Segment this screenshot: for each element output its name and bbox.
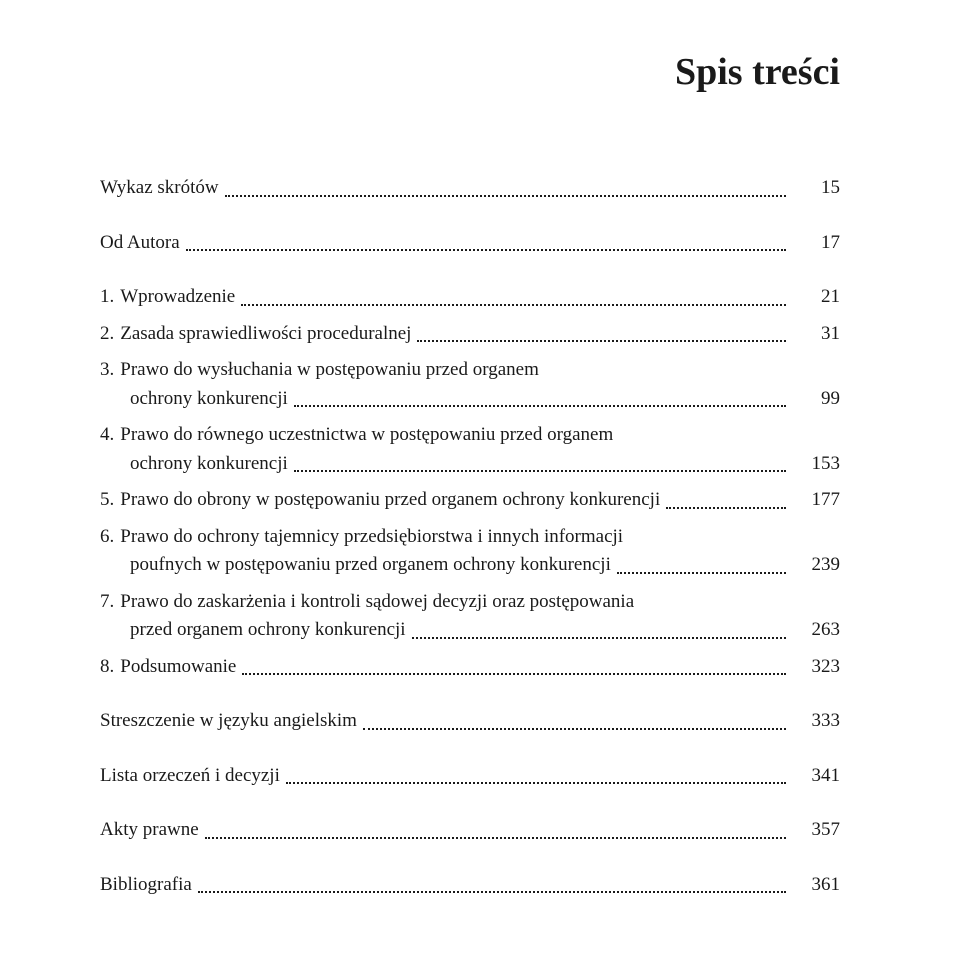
page-title: Spis treści — [100, 50, 840, 94]
toc-leader-dots — [617, 571, 786, 574]
toc-leader-dots — [225, 194, 786, 197]
toc-entry-number: 4. — [100, 421, 120, 450]
toc-entry-page: 263 — [792, 616, 840, 645]
toc-entry-label: poufnych w postępowaniu przed organem oc… — [130, 551, 611, 580]
toc-entry-label: Prawo do wysłuchania w postępowaniu prze… — [120, 356, 539, 385]
toc-entry-number: 3. — [100, 356, 120, 385]
toc-entry: Bibliografia 361 — [100, 871, 840, 900]
toc-leader-dots — [198, 890, 786, 893]
toc-entry-number: 8. — [100, 653, 120, 682]
toc-entry-page: 21 — [792, 283, 840, 312]
toc-entry-label: ochrony konkurencji — [130, 450, 288, 479]
toc-leader-dots — [186, 248, 786, 251]
toc-entry-label: Zasada sprawiedliwości proceduralnej — [120, 320, 411, 349]
toc-entry-page: 357 — [792, 816, 840, 845]
toc-entry-label: Streszczenie w języku angielskim — [100, 707, 357, 736]
toc-leader-dots — [294, 469, 786, 472]
toc-entry-page: 361 — [792, 871, 840, 900]
toc-entry-number: 6. — [100, 523, 120, 552]
toc-entry-number: 2. — [100, 320, 120, 349]
toc-entry: 1.Wprowadzenie 21 — [100, 283, 840, 312]
toc-entry-label: Prawo do ochrony tajemnicy przedsiębiors… — [120, 523, 623, 552]
toc-entry-number: 1. — [100, 283, 120, 312]
toc-entry: 4.Prawo do równego uczestnictwa w postęp… — [100, 421, 840, 478]
toc-entry-label: Lista orzeczeń i decyzji — [100, 762, 280, 791]
toc-entry-label: Podsumowanie — [120, 653, 236, 682]
toc-leader-dots — [412, 636, 786, 639]
toc-entry-page: 17 — [792, 229, 840, 258]
toc-entry-label: Akty prawne — [100, 816, 199, 845]
toc-entry: 2.Zasada sprawiedliwości proceduralnej 31 — [100, 320, 840, 349]
toc-entry-label: ochrony konkurencji — [130, 385, 288, 414]
toc-entry: 8.Podsumowanie 323 — [100, 653, 840, 682]
toc-entry-label: Wykaz skrótów — [100, 174, 219, 203]
toc-entry: 5.Prawo do obrony w postępowaniu przed o… — [100, 486, 840, 515]
toc-entry: Lista orzeczeń i decyzji 341 — [100, 762, 840, 791]
toc-entry: Akty prawne 357 — [100, 816, 840, 845]
toc-entry-number: 7. — [100, 588, 120, 617]
toc-leader-dots — [666, 506, 786, 509]
table-of-contents: Wykaz skrótów 15 Od Autora 17 1.Wprowadzenie… — [100, 174, 840, 899]
toc-entry-page: 333 — [792, 707, 840, 736]
toc-entry-label: Prawo do zaskarżenia i kontroli sądowej … — [120, 588, 634, 617]
toc-entry-page: 323 — [792, 653, 840, 682]
toc-entry-label: Od Autora — [100, 229, 180, 258]
page-container: Spis treści Wykaz skrótów 15 Od Autora 17 1.… — [0, 0, 960, 947]
toc-entry-page: 341 — [792, 762, 840, 791]
toc-leader-dots — [417, 339, 786, 342]
toc-entry: Streszczenie w języku angielskim 333 — [100, 707, 840, 736]
toc-leader-dots — [294, 404, 786, 407]
toc-entry: Od Autora 17 — [100, 229, 840, 258]
toc-entry: 6.Prawo do ochrony tajemnicy przedsiębio… — [100, 523, 840, 580]
toc-entry: Wykaz skrótów 15 — [100, 174, 840, 203]
toc-entry-number: 5. — [100, 486, 120, 515]
toc-entry-page: 177 — [792, 486, 840, 515]
toc-entry-page: 31 — [792, 320, 840, 349]
toc-leader-dots — [286, 781, 786, 784]
toc-entry-label: przed organem ochrony konkurencji — [130, 616, 406, 645]
toc-leader-dots — [205, 836, 786, 839]
toc-entry-page: 99 — [792, 385, 840, 414]
toc-entry-label: Prawo do obrony w postępowaniu przed org… — [120, 486, 660, 515]
toc-entry-page: 15 — [792, 174, 840, 203]
toc-entry-label: Wprowadzenie — [120, 283, 235, 312]
toc-entry-label: Bibliografia — [100, 871, 192, 900]
toc-entry-page: 239 — [792, 551, 840, 580]
toc-leader-dots — [241, 303, 786, 306]
toc-entry-page: 153 — [792, 450, 840, 479]
toc-entry: 3.Prawo do wysłuchania w postępowaniu pr… — [100, 356, 840, 413]
toc-entry-label: Prawo do równego uczestnictwa w postępow… — [120, 421, 613, 450]
toc-entry: 7.Prawo do zaskarżenia i kontroli sądowe… — [100, 588, 840, 645]
toc-leader-dots — [363, 727, 786, 730]
toc-leader-dots — [242, 672, 786, 675]
